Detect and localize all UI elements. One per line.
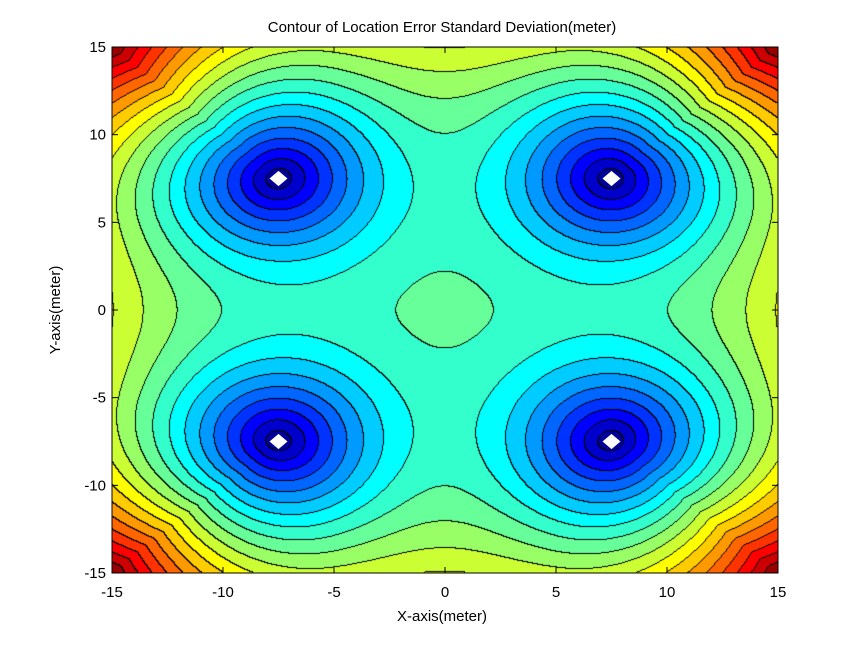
y-axis-label: Y-axis(meter) [47,266,64,355]
contour-field [112,47,778,573]
y-tick-label: -15 [84,565,106,582]
anchor-markers [269,170,621,450]
x-tick-label: 5 [552,584,560,601]
x-axis-label: X-axis(meter) [397,608,487,625]
x-tick-label: -10 [212,584,234,601]
y-tick-label: 10 [89,127,106,144]
anchor-marker [269,170,288,187]
y-tick-label: -5 [93,390,106,407]
anchor-marker [269,433,288,450]
y-tick-label: 0 [98,302,106,319]
x-tick-label: 10 [659,584,676,601]
x-tick-label: 15 [770,584,787,601]
x-tick-label: -5 [327,584,340,601]
chart-title: Contour of Location Error Standard Devia… [268,19,617,36]
plot-area [111,46,779,574]
x-tick-label: 0 [441,584,449,601]
y-tick-label: 15 [89,39,106,56]
y-tick-label: -10 [84,477,106,494]
anchor-marker [602,170,621,187]
y-tick-label: 5 [98,214,106,231]
anchor-marker [602,433,621,450]
y-axis: 15 10 5 0 -5 -10 -15 [84,39,778,582]
x-tick-label: -15 [101,584,123,601]
x-axis: -15 -10 -5 0 5 10 15 [101,47,786,601]
